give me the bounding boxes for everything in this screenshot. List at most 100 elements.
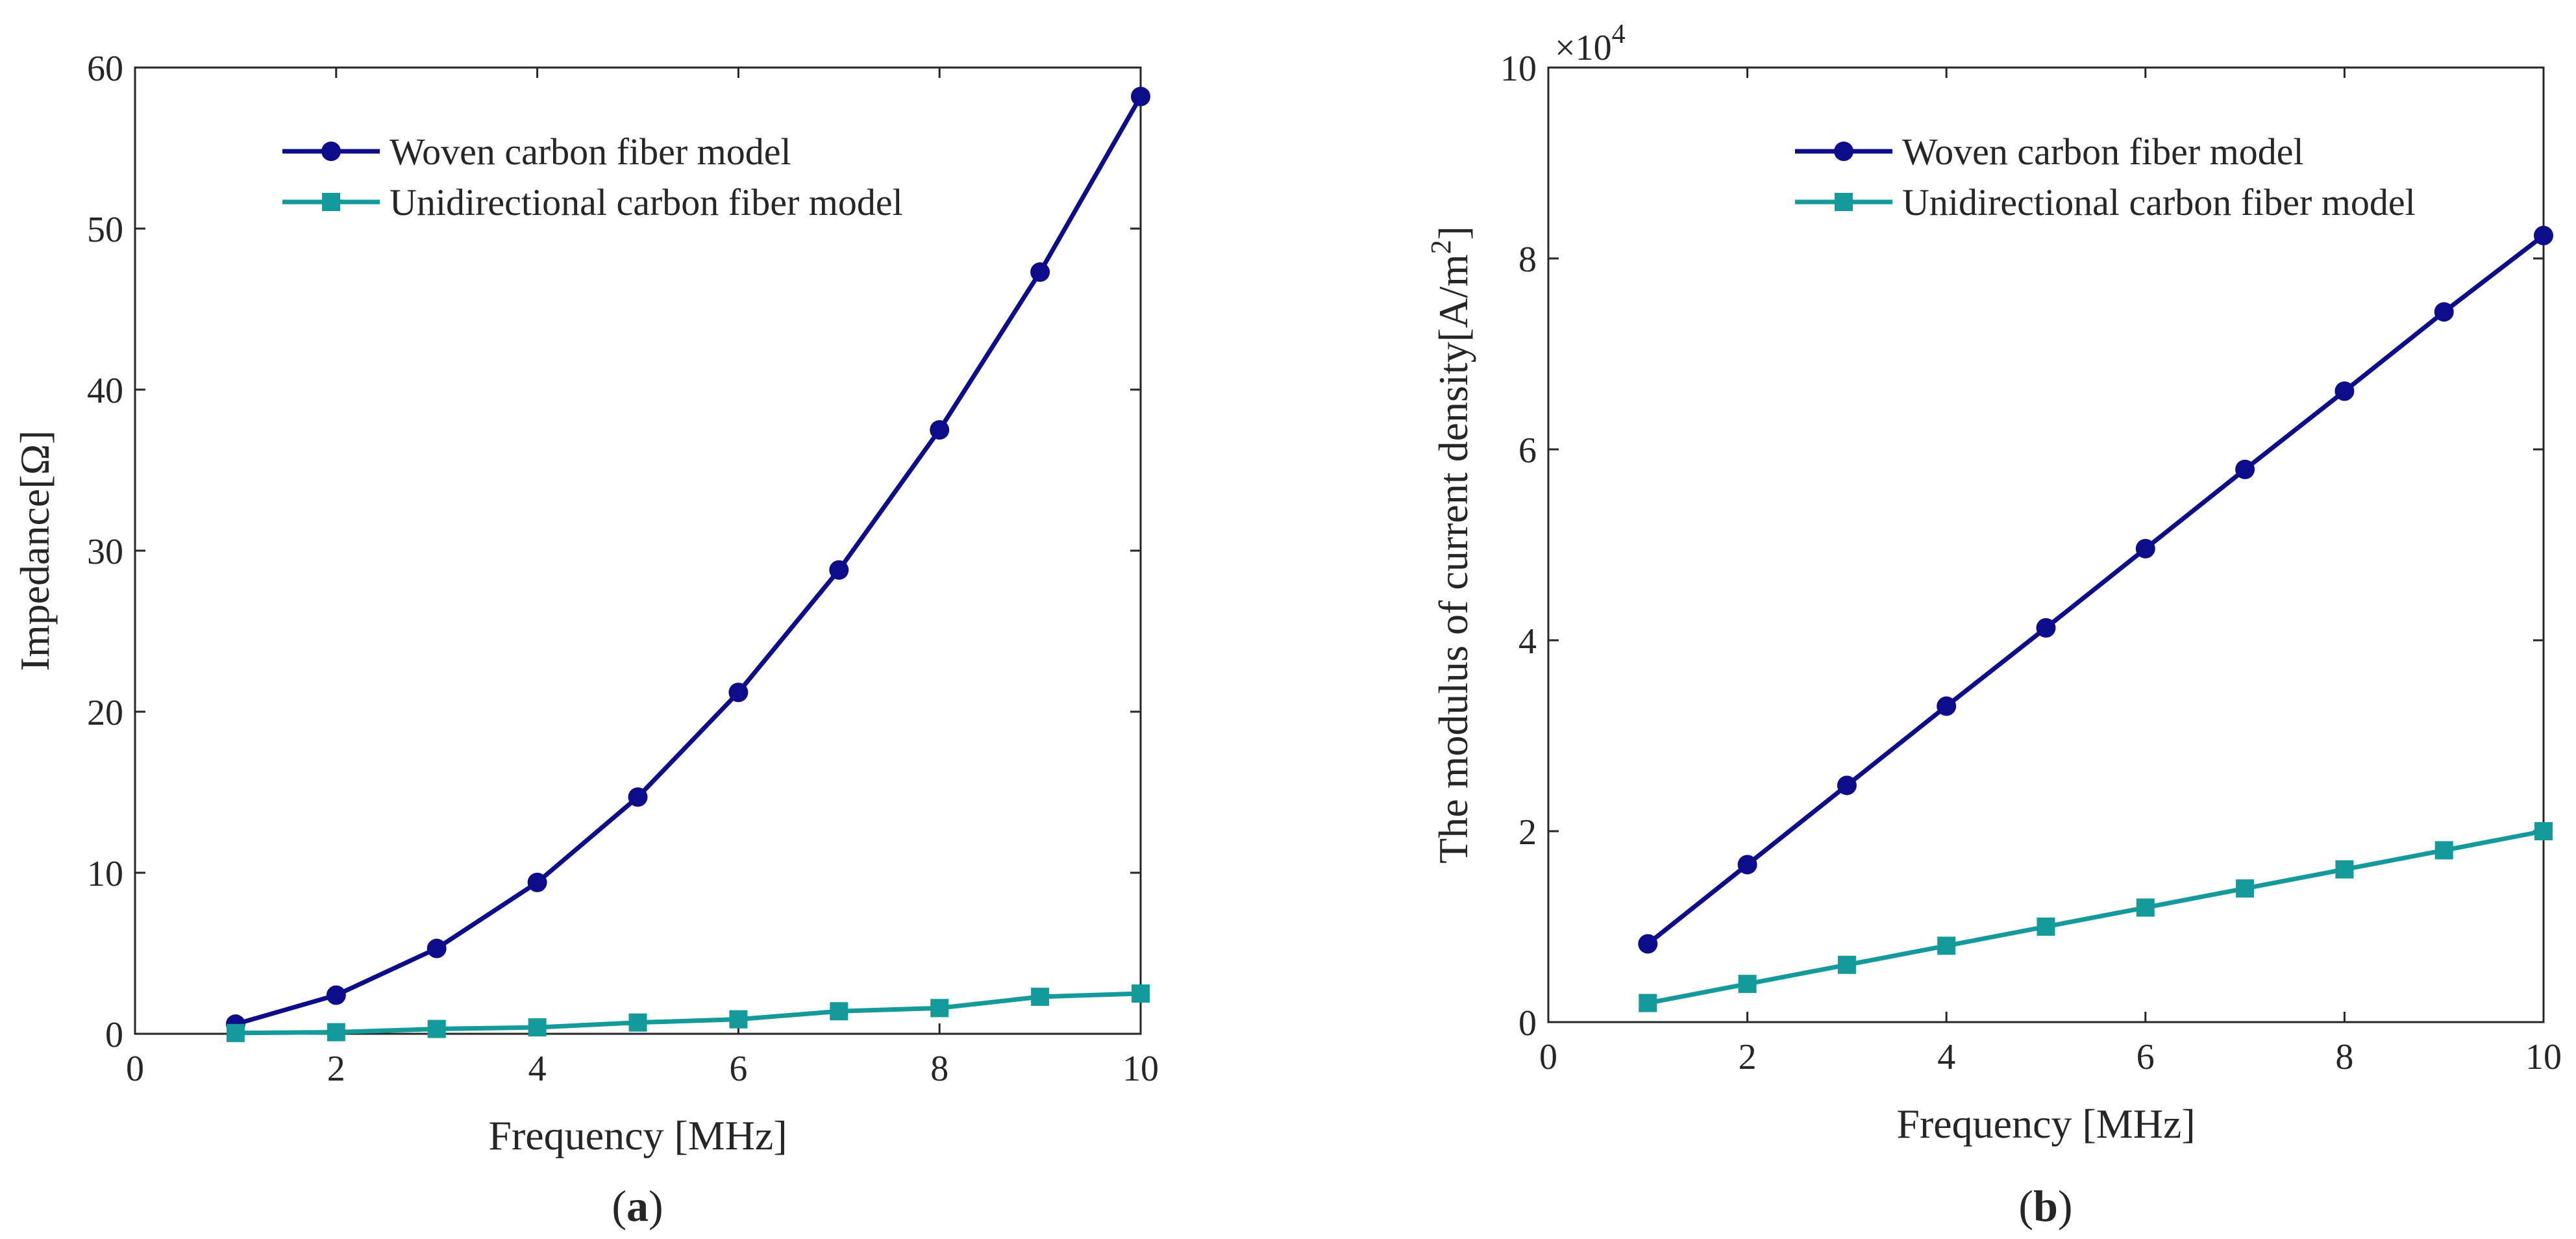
data-point-woven — [2235, 459, 2255, 479]
x-tick-label: 10 — [1122, 1049, 1159, 1089]
y-axis-label: The modulus of current density[A/m2] — [1425, 226, 1476, 864]
data-point-unidirectional — [2136, 898, 2155, 917]
panel-label: (b) — [2018, 1181, 2072, 1231]
series-line-unidirectional — [235, 991, 1141, 1036]
panel-label-close: ) — [649, 1181, 663, 1231]
y-axis-label: Impedance[Ω] — [12, 431, 58, 671]
data-point-woven — [2036, 618, 2056, 638]
data-point-unidirectional — [1031, 987, 1050, 1006]
series-line-woven — [1646, 233, 2545, 946]
legend: Woven carbon fiber model Unidirectional c… — [1795, 131, 2416, 223]
data-point-woven — [1030, 262, 1050, 282]
legend-marker-circle — [321, 142, 341, 161]
y-axis-label-main: Impedance[Ω] — [12, 431, 58, 671]
data-point-woven — [527, 872, 547, 892]
x-axis-label: Frequency [MHz] — [1896, 1101, 2195, 1147]
legend: Woven carbon fiber model Unidirectional c… — [282, 131, 903, 223]
data-point-unidirectional — [2534, 822, 2553, 840]
panel-label-open: ( — [612, 1181, 626, 1231]
y-axis-label-suffix: ] — [1430, 226, 1476, 240]
data-point-unidirectional — [830, 1002, 848, 1021]
x-tick-label: 4 — [1937, 1037, 1955, 1077]
data-point-unidirectional — [327, 1023, 345, 1042]
y-tick-label: 4 — [1518, 621, 1537, 662]
data-point-woven — [1937, 696, 1957, 716]
data-point-unidirectional — [528, 1018, 547, 1037]
legend-label: Woven carbon fiber model — [390, 131, 791, 173]
y-axis-label-superscript: 2 — [1425, 240, 1457, 254]
y-exponent-base: ×10 — [1555, 28, 1612, 68]
y-tick-label: 60 — [87, 49, 123, 89]
legend-label: Unidirectional carbon fiber model — [390, 181, 903, 223]
data-point-unidirectional — [1937, 936, 1956, 955]
y-tick-label: 40 — [87, 371, 123, 411]
data-point-woven — [2434, 302, 2454, 322]
y-tick-label: 20 — [87, 693, 123, 733]
data-point-woven — [628, 787, 648, 807]
data-point-woven — [2534, 225, 2553, 245]
data-point-unidirectional — [427, 1020, 446, 1038]
x-tick-label: 10 — [2525, 1037, 2562, 1077]
data-point-unidirectional — [1738, 975, 1757, 994]
series-line-woven — [234, 95, 1143, 1027]
x-axis-label: Frequency [MHz] — [488, 1112, 787, 1158]
panel-label-letter: a — [626, 1181, 649, 1231]
y-axis-label-main: The modulus of current density[A/m — [1430, 254, 1476, 863]
legend-marker-square — [322, 193, 340, 211]
data-point-unidirectional — [2434, 841, 2453, 860]
y-exponent-label: ×104 — [1555, 19, 1626, 68]
panel-label-close: ) — [2058, 1181, 2073, 1231]
data-point-woven — [1837, 775, 1857, 795]
legend-marker-circle — [1834, 142, 1853, 161]
x-tick-label: 2 — [327, 1049, 345, 1089]
panel-label-letter: b — [2033, 1181, 2058, 1231]
y-tick-label: 2 — [1518, 812, 1537, 853]
panel-label: (a) — [612, 1181, 663, 1231]
data-point-unidirectional — [2236, 879, 2255, 898]
x-tick-label: 4 — [528, 1049, 547, 1089]
data-point-unidirectional — [226, 1023, 245, 1042]
data-point-unidirectional — [930, 999, 949, 1018]
data-point-woven — [1131, 86, 1150, 106]
series-line-unidirectional — [1647, 829, 2544, 1006]
chart-panel-a: 0 2 4 6 8 10 0 10 20 30 40 50 60 Frequency [MHz] Imped… — [12, 49, 1159, 1231]
data-point-unidirectional — [628, 1013, 647, 1032]
data-point-woven — [1638, 934, 1658, 954]
x-tick-label: 6 — [729, 1049, 747, 1089]
data-point-unidirectional — [1837, 955, 1856, 974]
x-tick-label: 8 — [930, 1049, 948, 1089]
plot-area-frame — [1547, 66, 2545, 1023]
data-point-woven — [1737, 855, 1757, 875]
data-point-woven — [829, 560, 849, 580]
y-tick-label: 8 — [1518, 240, 1537, 280]
data-point-unidirectional — [2037, 918, 2055, 936]
data-point-unidirectional — [1132, 984, 1150, 1003]
y-tick-label: 50 — [87, 210, 123, 250]
data-point-unidirectional — [2335, 860, 2354, 879]
data-point-woven — [326, 985, 346, 1005]
legend-label: Unidirectional carbon fiber model — [1902, 181, 2416, 223]
data-point-woven — [728, 682, 749, 703]
x-tick-label: 2 — [1739, 1037, 1757, 1077]
y-tick-label: 0 — [1518, 1003, 1537, 1044]
y-tick-label: 30 — [87, 532, 123, 572]
y-tick-label: 0 — [105, 1015, 123, 1055]
legend-label: Woven carbon fiber model — [1902, 131, 2304, 173]
x-tick-label: 0 — [1539, 1037, 1557, 1077]
y-exponent-power: 4 — [1612, 19, 1626, 49]
y-tick-label: 6 — [1518, 431, 1537, 471]
data-point-woven — [2135, 538, 2155, 558]
panel-label-open: ( — [2018, 1181, 2033, 1231]
data-point-woven — [930, 420, 950, 440]
data-point-unidirectional — [729, 1010, 748, 1029]
legend-marker-square — [1835, 193, 1853, 211]
data-point-unidirectional — [1639, 994, 1657, 1012]
y-tick-label: 10 — [87, 854, 123, 894]
data-point-woven — [427, 938, 447, 958]
x-tick-label: 6 — [2136, 1037, 2155, 1077]
y-tick-label: 10 — [1500, 49, 1537, 89]
data-point-woven — [2334, 381, 2355, 401]
x-tick-label: 8 — [2335, 1037, 2353, 1077]
